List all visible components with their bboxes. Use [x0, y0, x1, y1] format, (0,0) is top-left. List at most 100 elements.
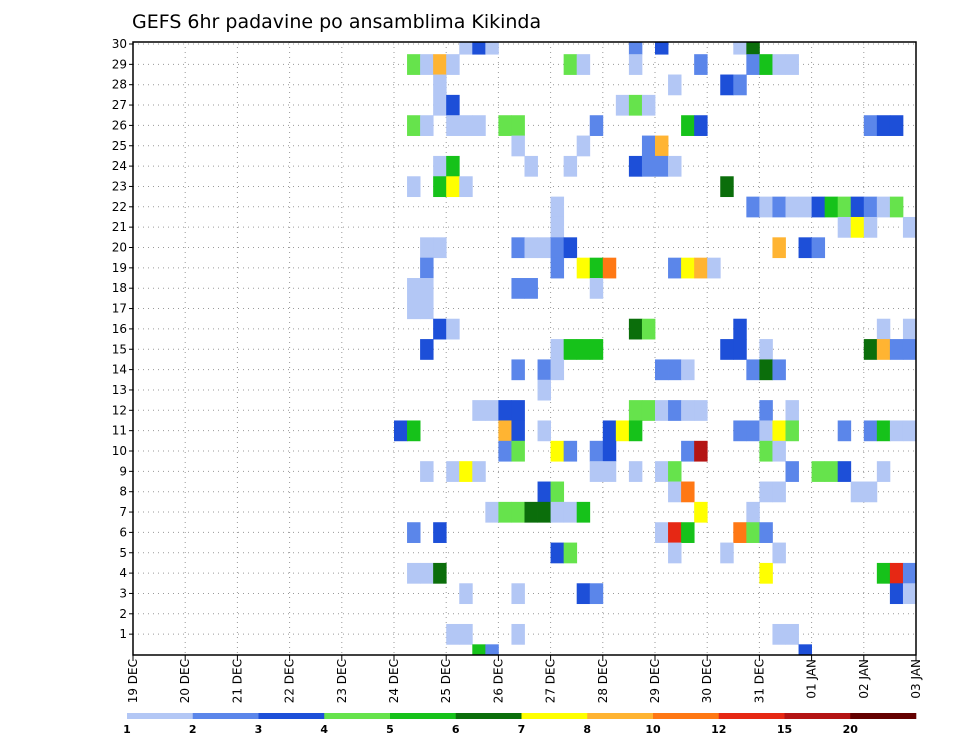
precip-cell — [511, 420, 525, 442]
precip-cell — [668, 542, 682, 564]
precip-cell — [681, 481, 695, 503]
precip-cell — [668, 155, 682, 177]
precip-cell — [446, 176, 460, 198]
precip-cell — [655, 155, 669, 177]
precip-cell — [759, 522, 773, 543]
precip-cell — [628, 54, 643, 75]
precip-cell — [824, 196, 839, 218]
precip-cell — [902, 339, 916, 360]
x-tick-label: 19 DEC — [126, 659, 140, 703]
precip-cell — [824, 461, 839, 482]
precip-cell — [446, 94, 460, 116]
precip-cell — [407, 278, 421, 299]
precip-cell — [798, 644, 812, 655]
precip-cell — [446, 54, 460, 75]
y-tick-label: 30 — [112, 37, 127, 51]
precip-cell — [511, 278, 525, 299]
precip-cell — [433, 94, 447, 116]
colorbar-label: 3 — [255, 723, 263, 736]
x-tick-label: 23 DEC — [335, 659, 349, 703]
precip-cell — [524, 155, 538, 177]
precip-cell — [694, 501, 708, 523]
precip-cell — [798, 196, 812, 218]
precip-cell — [641, 94, 656, 116]
precip-cell — [720, 339, 734, 360]
precip-cell — [720, 542, 734, 564]
precip-cell — [772, 542, 786, 564]
precip-cell — [615, 420, 630, 442]
y-tick-label: 23 — [112, 179, 127, 193]
colorbar-label: 10 — [645, 723, 661, 736]
precip-cell — [407, 176, 421, 198]
precip-cell — [628, 42, 643, 55]
precip-cell — [420, 237, 434, 259]
x-tick-label: 28 DEC — [596, 659, 610, 703]
precip-cell — [550, 481, 565, 503]
precip-cell — [902, 318, 916, 340]
precip-cell — [681, 359, 695, 381]
precip-cell — [511, 400, 525, 421]
precip-cell — [537, 379, 551, 401]
precip-cell — [407, 420, 421, 442]
colorbar-label: 15 — [777, 723, 792, 736]
precip-cell — [759, 400, 773, 421]
precip-cell — [863, 481, 878, 503]
precip-cell — [811, 461, 826, 482]
precip-cell — [785, 196, 799, 218]
colorbar-segment — [718, 713, 785, 719]
precip-cell — [681, 257, 695, 279]
precip-cell — [498, 420, 512, 442]
precip-cell — [733, 522, 747, 543]
x-tick-label: 22 DEC — [283, 659, 297, 703]
precip-cell — [876, 115, 891, 136]
precip-cell — [576, 257, 591, 279]
precip-cell — [472, 644, 486, 655]
y-tick-label: 25 — [112, 139, 127, 153]
precip-cell — [902, 216, 916, 238]
precip-cell — [850, 196, 865, 218]
precip-cell — [746, 501, 760, 523]
precip-cell — [511, 440, 525, 462]
precip-cell — [602, 461, 617, 482]
precip-cell — [459, 176, 473, 198]
chart-title: GEFS 6hr padavine po ansamblima Kikinda — [132, 11, 541, 33]
precip-cell — [537, 359, 551, 381]
precip-cell — [407, 562, 421, 584]
x-tick-label: 20 DEC — [178, 659, 192, 703]
precip-cell — [485, 644, 499, 655]
precip-cell — [668, 481, 682, 503]
precip-cell — [889, 115, 904, 136]
y-tick-label: 5 — [119, 546, 127, 560]
precip-cell — [459, 583, 473, 605]
colorbar-label: 6 — [452, 723, 460, 736]
precip-cell — [733, 339, 747, 360]
precip-cell — [550, 339, 565, 360]
precip-cell — [681, 440, 695, 462]
precip-cell — [459, 623, 473, 645]
precip-cell — [720, 176, 734, 198]
y-tick-label: 19 — [112, 261, 127, 275]
y-axis: 1234567891011121314151617181920212223242… — [112, 37, 133, 641]
precip-cell — [681, 522, 695, 543]
y-tick-label: 12 — [112, 403, 127, 417]
precip-cell — [576, 54, 591, 75]
precip-cell — [641, 400, 656, 421]
precip-cell — [772, 420, 786, 442]
precip-cell — [589, 440, 604, 462]
precip-cell — [720, 74, 734, 96]
colorbar: 1 2 3 4 5 6 7 8 10 12 15 20 — [123, 713, 917, 736]
precip-cell — [589, 115, 604, 136]
colorbar-label: 8 — [583, 723, 591, 736]
precip-cell — [407, 115, 421, 136]
precip-cell — [668, 400, 682, 421]
colorbar-label: 1 — [123, 723, 131, 736]
precip-cell — [837, 196, 852, 218]
precip-cell — [863, 339, 878, 360]
precip-cell — [668, 257, 682, 279]
precip-cell — [746, 420, 760, 442]
precip-cell — [785, 623, 799, 645]
precip-cell — [628, 420, 643, 442]
precip-cell — [694, 115, 708, 136]
precip-cell — [563, 237, 578, 259]
y-tick-label: 1 — [119, 627, 127, 641]
